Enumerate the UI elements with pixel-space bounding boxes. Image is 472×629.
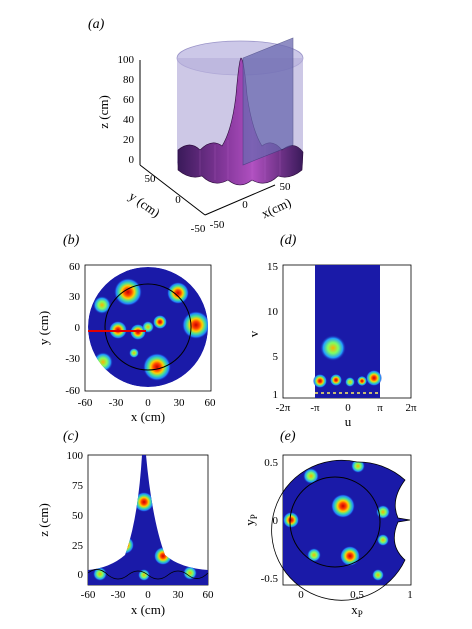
a-ztick-0: 0 [129, 154, 135, 166]
a-ztick-20: 20 [123, 134, 135, 146]
d-field [313, 265, 382, 398]
d-ytick-15: 15 [267, 261, 279, 273]
c-ytick-75: 75 [72, 480, 84, 492]
b-ytick-30: 30 [69, 291, 81, 303]
e-xtick-0: 0 [298, 589, 304, 601]
c-field [88, 455, 208, 585]
panel-c-label: (c) [63, 429, 79, 444]
panel-b: (b) 60 30 0 -30 -60 y (cm) -60 [36, 233, 216, 424]
panel-a-xticks: 50 0 -50 [210, 181, 291, 231]
b-ytick-m30: -30 [65, 353, 80, 365]
a-ztick-60: 60 [123, 94, 135, 106]
d-yticks: 15 10 5 1 [267, 261, 279, 401]
e-ytick-m05: -0.5 [261, 573, 279, 585]
e-xticks: 0 0.5 1 [298, 589, 413, 601]
b-field [88, 267, 208, 387]
c-xtick-m60: -60 [81, 589, 96, 601]
a-ztick-40: 40 [123, 114, 135, 126]
e-xtick-05: 0.5 [350, 589, 364, 601]
c-ylabel: z (cm) [36, 503, 51, 537]
a-zlabel: z (cm) [96, 95, 111, 129]
b-yticks: 60 30 0 -30 -60 [65, 261, 80, 397]
d-xtick-0: 0 [345, 402, 351, 414]
a-ytick-m50: -50 [191, 223, 206, 235]
b-ytick-m60: -60 [65, 385, 80, 397]
panel-b-label: (b) [63, 233, 80, 248]
panel-a-yticks: 50 0 -50 [145, 173, 206, 235]
c-xlabel: x (cm) [131, 602, 165, 617]
b-xtick-0: 0 [145, 397, 151, 409]
d-xtick-m2pi: -2π [276, 402, 291, 414]
d-xtick-pi: π [377, 402, 383, 414]
d-ytick-5: 5 [273, 351, 279, 363]
e-xtick-1: 1 [407, 589, 413, 601]
d-ytick-1: 1 [273, 389, 279, 401]
c-ytick-100: 100 [67, 450, 84, 462]
panel-a-label: (a) [88, 17, 105, 32]
c-wave-line [87, 569, 209, 580]
e-xlabel: xP [351, 602, 363, 619]
c-yticks: 100 75 50 25 0 [67, 450, 84, 581]
panel-e: (e) 0.5 0 -0.5 yP 0 0.5 1 xP [242, 429, 413, 619]
b-frame [84, 264, 212, 392]
a-ytick-50: 50 [145, 173, 157, 185]
c-xticks: -60 -30 0 30 60 [81, 589, 214, 601]
panel-d: (d) 15 10 5 1 v -2π -π 0 π 2π u [246, 233, 417, 429]
a-ztick-80: 80 [123, 74, 135, 86]
a-ylabel: y (cm) [126, 188, 163, 220]
panel-d-label: (d) [280, 233, 297, 248]
panel-a-axes [139, 60, 276, 216]
e-yticks: 0.5 0 -0.5 [261, 457, 279, 585]
b-xtick-60: 60 [205, 397, 217, 409]
e-ytick-05: 0.5 [264, 457, 278, 469]
a-xtick-50: 50 [280, 181, 292, 193]
c-ytick-25: 25 [72, 540, 84, 552]
e-boundary [271, 459, 411, 601]
c-xtick-30: 30 [173, 589, 185, 601]
c-ytick-0: 0 [78, 569, 84, 581]
d-xtick-2pi: 2π [405, 402, 417, 414]
e-ylabel: yP [242, 514, 259, 526]
b-xtick-30: 30 [174, 397, 186, 409]
b-xtick-m60: -60 [78, 397, 93, 409]
panel-a-plane [242, 37, 294, 166]
b-xtick-m30: -30 [109, 397, 124, 409]
c-xtick-60: 60 [203, 589, 215, 601]
c-xtick-m30: -30 [111, 589, 126, 601]
panel-e-label: (e) [280, 429, 296, 444]
panel-a-zticks: 100 80 60 40 20 0 [118, 54, 135, 166]
d-ylabel: v [246, 330, 261, 337]
a-ztick-100: 100 [118, 54, 135, 66]
c-ytick-50: 50 [72, 510, 84, 522]
panel-c: (c) 100 75 50 25 0 z (cm) -60 -30 0 30 6… [36, 429, 214, 617]
d-xticks: -2π -π 0 π 2π [276, 402, 417, 414]
b-circle [104, 283, 192, 371]
b-ylabel: y (cm) [36, 311, 51, 345]
panel-a: (a) 100 [88, 17, 304, 235]
e-field [283, 460, 410, 585]
b-ytick-60: 60 [69, 261, 81, 273]
d-xtick-mpi: -π [310, 402, 320, 414]
a-xtick-m50: -50 [210, 219, 225, 231]
b-xticks: -60 -30 0 30 60 [78, 397, 216, 409]
d-ytick-10: 10 [267, 306, 279, 318]
a-ytick-0: 0 [175, 194, 181, 206]
e-circle [289, 476, 381, 568]
b-xlabel: x (cm) [131, 409, 165, 424]
c-xtick-0: 0 [145, 589, 151, 601]
d-xlabel: u [345, 414, 352, 429]
e-ytick-0: 0 [273, 515, 279, 527]
b-ytick-0: 0 [75, 322, 81, 334]
a-xlabel: x(cm) [259, 195, 293, 222]
a-xtick-0: 0 [242, 199, 248, 211]
